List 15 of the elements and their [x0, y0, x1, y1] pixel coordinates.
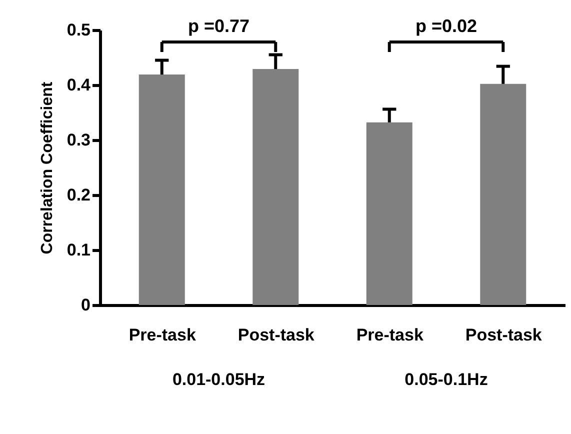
annotation: p =0.02 — [415, 16, 478, 36]
y-tick-label: 0.5 — [66, 20, 90, 40]
annotation: p =0.77 — [188, 16, 250, 36]
y-tick-label: 0.2 — [66, 186, 90, 204]
y-tick-label: 0.1 — [66, 240, 90, 260]
y-axis-title: Correlation Coefficient — [38, 81, 56, 254]
y-tick-label: 0 — [81, 296, 90, 314]
y-tick-label: 0.3 — [66, 130, 90, 150]
x-tick-label: Pre-task — [128, 326, 196, 344]
text: 0.01-0.05Hz — [172, 370, 266, 389]
x-tick-label: Pre-task — [356, 326, 424, 344]
x-tick-label: Post-task — [238, 326, 315, 344]
x-tick-label: Post-task — [465, 326, 542, 344]
y-tick-label: 0.4 — [66, 76, 92, 94]
text: 0.05-0.1Hz — [404, 370, 488, 389]
